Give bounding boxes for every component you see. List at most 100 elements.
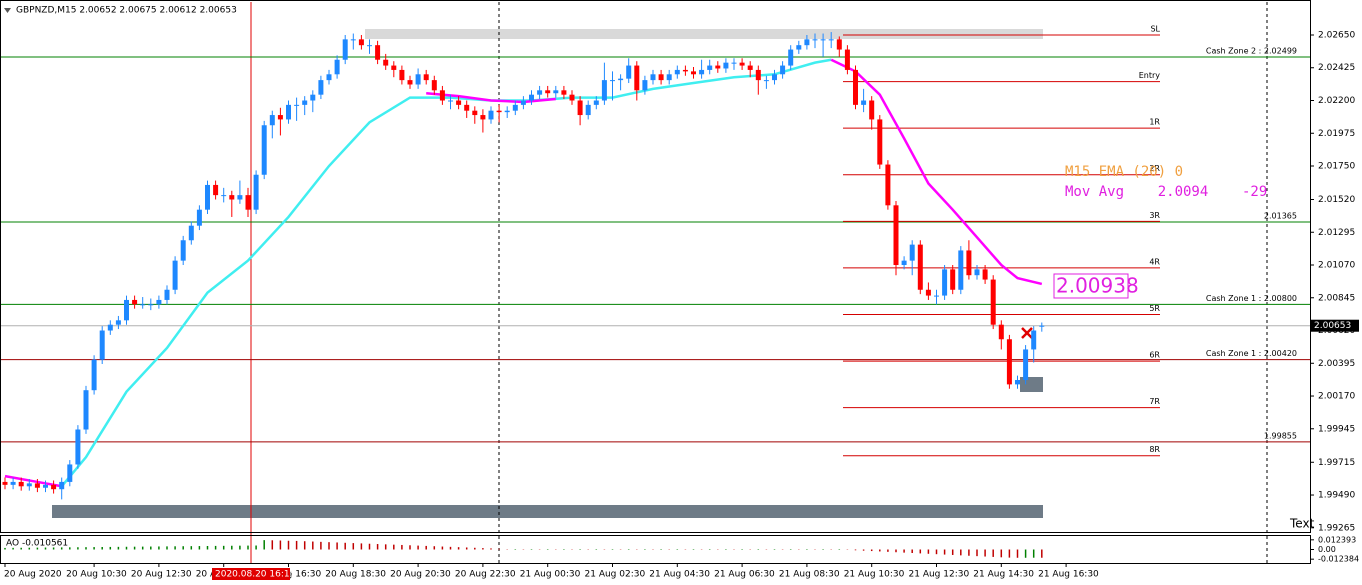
candle-body <box>731 62 737 64</box>
candle-body <box>804 39 810 46</box>
candle-body <box>561 90 567 95</box>
ao-tick-label: 0.012393 <box>1318 535 1356 544</box>
y-tick-label: 2.01070 <box>1318 261 1355 271</box>
candle-body <box>115 320 121 325</box>
candle-body <box>140 304 146 306</box>
zone-box <box>52 505 1043 518</box>
level-label: 1R <box>1149 118 1160 127</box>
candle-body <box>569 94 575 101</box>
candle-body <box>504 110 510 113</box>
candle-body <box>780 65 786 75</box>
x-tick-label: 20 Aug 2020 <box>4 570 62 580</box>
candle-body <box>699 69 705 75</box>
y-tick-label: 1.99715 <box>1318 458 1355 468</box>
candle-body <box>998 324 1004 340</box>
x-tick-label: 20 Aug 12:30 <box>131 570 192 580</box>
candle-body <box>391 65 397 70</box>
candle-body <box>407 80 413 85</box>
crosshair-label: 2020.08.20 16:15 <box>215 570 295 580</box>
y-tick-label: 2.00170 <box>1318 392 1355 402</box>
candle-body <box>221 195 227 197</box>
y-tick-label: 2.02650 <box>1318 30 1355 40</box>
candle-body <box>415 74 421 85</box>
candle-body <box>763 80 769 82</box>
mov-avg-label: Mov Avg 2.0094 -29 <box>1065 184 1267 200</box>
candle-body <box>553 90 559 94</box>
candle-body <box>83 390 89 430</box>
candle-body <box>942 269 948 296</box>
price-tag <box>1311 319 1359 332</box>
candle-body <box>51 484 57 490</box>
candle-body <box>334 59 340 75</box>
candle-body <box>861 100 867 105</box>
zone-box <box>365 29 1043 39</box>
candle-body <box>205 184 210 210</box>
candle-body <box>253 174 259 210</box>
y-tick-label: 2.01520 <box>1318 195 1355 205</box>
candle-body <box>723 62 729 69</box>
candle-body <box>901 260 907 266</box>
candle-body <box>10 481 16 485</box>
candle-body <box>925 289 931 296</box>
candle-body <box>958 250 964 290</box>
candle-body <box>26 483 32 487</box>
candle-body <box>439 90 445 101</box>
candle-body <box>34 483 40 488</box>
candle-body <box>545 90 551 94</box>
candle-body <box>156 299 162 305</box>
price-tag-label: 2.00653 <box>1314 321 1351 331</box>
candle-body <box>375 45 381 60</box>
candle-body <box>172 260 178 290</box>
y-tick-label: 2.01295 <box>1318 228 1355 238</box>
candle-body <box>269 115 275 126</box>
x-tick-label: 21 Aug 00:30 <box>520 570 581 580</box>
candle-body <box>715 65 721 69</box>
candle-body <box>229 195 235 200</box>
text-label: Text <box>1289 517 1315 531</box>
candle-body <box>18 481 24 487</box>
candle-body <box>520 100 526 105</box>
x-tick-label: 20 Aug 18:30 <box>325 570 386 580</box>
candle-body <box>691 71 696 75</box>
candle-body <box>747 65 753 70</box>
candle-body <box>853 69 858 105</box>
candle-body <box>885 164 891 206</box>
candle-body <box>43 484 48 488</box>
candle-body <box>99 330 105 360</box>
zone-label: 2.01365 <box>1264 212 1297 221</box>
x-tick-label: 20 Aug 20:30 <box>390 570 451 580</box>
candle-body <box>934 295 939 297</box>
candle-body <box>650 74 656 81</box>
level-label: SL <box>1150 24 1160 33</box>
candle-body <box>496 110 502 113</box>
y-tick-label: 2.02200 <box>1318 96 1355 106</box>
candle-body <box>982 269 988 280</box>
candle-body <box>618 78 624 81</box>
candle-body <box>302 100 308 105</box>
plot-frame <box>0 0 1311 533</box>
candle-body <box>2 481 8 485</box>
candle-body <box>148 304 154 306</box>
candle-body <box>917 244 923 290</box>
candle-body <box>796 45 802 50</box>
y-tick-label: 1.99945 <box>1318 424 1355 434</box>
y-tick-label: 2.01975 <box>1318 129 1355 139</box>
price-box <box>1053 273 1129 299</box>
candle-body <box>423 74 429 81</box>
candle-body <box>472 110 478 116</box>
ao-tick-label: 0.00 <box>1318 545 1336 554</box>
level-label: 8R <box>1149 445 1160 454</box>
candle-body <box>1031 330 1037 350</box>
candle-body <box>383 59 389 66</box>
header: GBPNZD,M15 2.00652 2.00675 2.00612 2.006… <box>16 6 237 16</box>
price-box-label: 2.00938 <box>1056 274 1139 298</box>
zone-label: Cash Zone 1 : 2.00800 <box>1206 294 1297 303</box>
candle-body <box>877 119 883 165</box>
zone-label: Cash Zone 2 : 2.02499 <box>1206 46 1297 55</box>
candle-body <box>682 69 688 72</box>
level-label: 3R <box>1149 211 1160 220</box>
candle-body <box>180 240 186 261</box>
candle-body <box>537 90 543 95</box>
